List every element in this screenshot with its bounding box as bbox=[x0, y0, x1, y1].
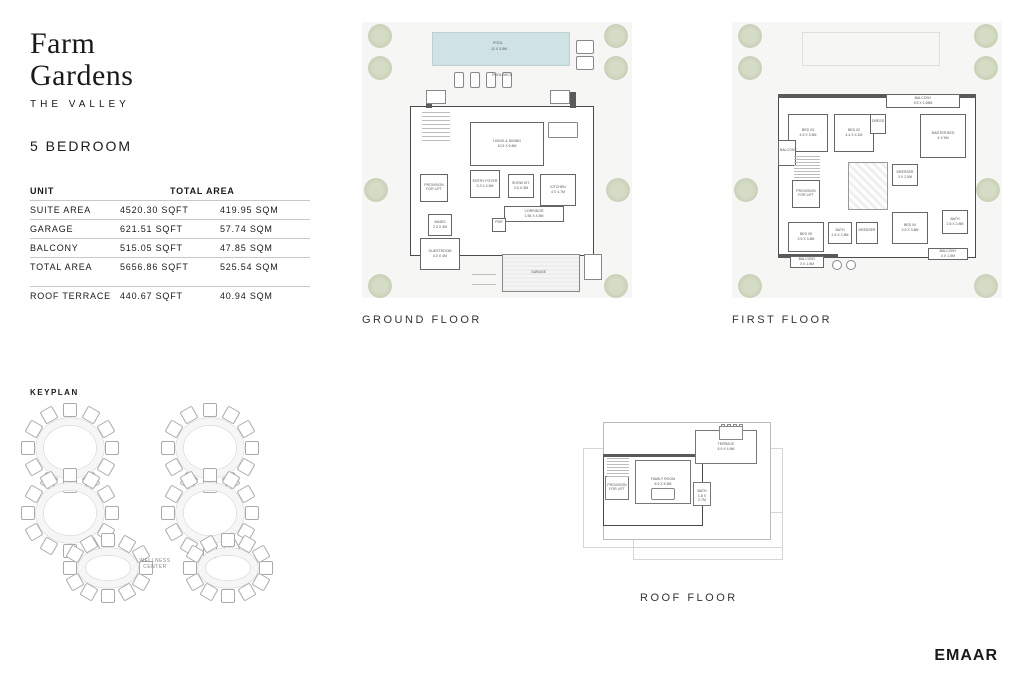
ground-floor-caption: GROUND FLOOR bbox=[362, 314, 482, 326]
ground-floor-plan: POOL12 X 3.5MPOOL DECKLIVING & DINING10.… bbox=[362, 22, 632, 298]
first-floor-caption: FIRST FLOOR bbox=[732, 314, 832, 326]
table-row: GARAGE 621.51 SQFT 57.74 SQM bbox=[30, 219, 310, 238]
row-label: TOTAL AREA bbox=[30, 262, 120, 272]
keyplan: WELLNESS CENTER bbox=[28, 408, 288, 593]
table-row-roof: ROOF TERRACE 440.67 SQFT 40.94 SQM bbox=[30, 286, 310, 305]
row-sqft: 4520.30 SQFT bbox=[120, 205, 220, 215]
head-total: TOTAL AREA bbox=[170, 186, 250, 196]
brand-line2: Gardens bbox=[30, 59, 133, 92]
keyplan-label: KEYPLAN bbox=[30, 388, 79, 397]
info-panel: Farm Gardens THE VALLEY 5 BEDROOM UNIT T… bbox=[30, 28, 320, 305]
row-sqm: 525.54 SQM bbox=[220, 262, 300, 272]
spec-header: UNIT TOTAL AREA bbox=[30, 186, 310, 200]
roof-floor-plan: TERRACE5.9 X 4.5MFAMILY ROOM6.5 X 5.5MPR… bbox=[573, 402, 793, 572]
row-sqm: 47.85 SQM bbox=[220, 243, 300, 253]
developer-logo: EMAAR bbox=[934, 647, 998, 665]
row-sqm: 40.94 SQM bbox=[220, 291, 300, 301]
row-sqft: 621.51 SQFT bbox=[120, 224, 220, 234]
brand-title: Farm Gardens bbox=[30, 28, 320, 91]
brand-subtitle: THE VALLEY bbox=[30, 99, 320, 110]
row-sqft: 440.67 SQFT bbox=[120, 291, 220, 301]
head-unit: UNIT bbox=[30, 186, 120, 196]
row-label: BALCONY bbox=[30, 243, 120, 253]
row-sqm: 419.95 SQM bbox=[220, 205, 300, 215]
spec-table: UNIT TOTAL AREA SUITE AREA 4520.30 SQFT … bbox=[30, 186, 310, 305]
row-label: GARAGE bbox=[30, 224, 120, 234]
table-row: TOTAL AREA 5656.86 SQFT 525.54 SQM bbox=[30, 257, 310, 276]
row-sqm: 57.74 SQM bbox=[220, 224, 300, 234]
table-row: SUITE AREA 4520.30 SQFT 419.95 SQM bbox=[30, 200, 310, 219]
unit-type: 5 BEDROOM bbox=[30, 138, 320, 154]
row-sqft: 5656.86 SQFT bbox=[120, 262, 220, 272]
first-floor-plan: BALCONY9.5 X 1.65MMASTER BED4 X 5MBED 02… bbox=[732, 22, 1002, 298]
row-label: SUITE AREA bbox=[30, 205, 120, 215]
brand-line1: Farm bbox=[30, 27, 95, 60]
roof-floor-caption: ROOF FLOOR bbox=[640, 592, 738, 604]
row-sqft: 515.05 SQFT bbox=[120, 243, 220, 253]
table-row: BALCONY 515.05 SQFT 47.85 SQM bbox=[30, 238, 310, 257]
row-label: ROOF TERRACE bbox=[30, 291, 120, 301]
